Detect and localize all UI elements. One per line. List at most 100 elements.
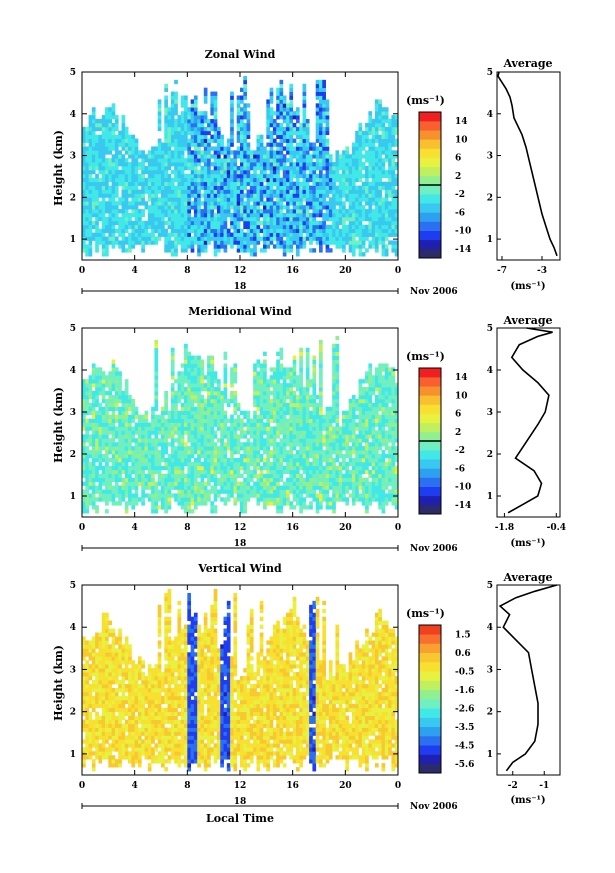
field-cell	[276, 134, 280, 139]
field-cell	[220, 201, 224, 206]
field-cell	[105, 434, 109, 439]
field-cell	[272, 383, 277, 388]
field-cell	[325, 213, 330, 218]
field-cell	[259, 134, 264, 139]
field-cell	[95, 189, 99, 194]
field-cell	[167, 465, 172, 471]
field-cell	[105, 375, 109, 380]
field-cell	[91, 119, 96, 124]
field-cell	[157, 162, 162, 167]
field-cell	[180, 224, 185, 230]
field-cell	[378, 166, 382, 171]
field-cell	[322, 87, 326, 92]
field-cell	[230, 461, 234, 467]
field-cell	[342, 209, 346, 214]
field-cell	[388, 228, 392, 233]
field-cell	[368, 220, 373, 226]
field-cell	[286, 166, 290, 171]
field-cell	[325, 216, 330, 222]
field-cell	[361, 213, 366, 218]
field-cell	[118, 454, 122, 459]
field-cell	[170, 454, 175, 459]
field-cell	[223, 154, 228, 159]
field-cell	[302, 177, 307, 183]
field-cell	[216, 134, 221, 139]
field-cell	[299, 209, 303, 214]
field-cell	[299, 244, 303, 249]
field-cell	[286, 406, 290, 412]
field-cell	[184, 430, 188, 435]
field-cell	[98, 414, 103, 419]
field-cell	[118, 387, 122, 392]
field-cell	[197, 177, 201, 183]
field-cell	[259, 477, 264, 482]
field-cell	[154, 481, 159, 486]
field-cell	[177, 205, 182, 210]
field-cell	[95, 379, 99, 384]
field-cell	[319, 87, 323, 92]
field-cell	[95, 228, 99, 233]
field-cell	[164, 489, 168, 494]
field-cell	[124, 426, 129, 431]
field-cell	[338, 189, 343, 194]
field-cell	[82, 402, 86, 408]
field-cell	[200, 379, 205, 384]
field-cell	[374, 216, 379, 222]
field-cell	[197, 371, 201, 376]
field-cell	[282, 434, 287, 439]
field-cell	[295, 248, 300, 253]
field-cell	[236, 220, 241, 226]
field-cell	[371, 134, 376, 139]
field-cell	[170, 485, 175, 490]
field-cell	[91, 402, 96, 408]
field-cell	[358, 216, 363, 222]
field-cell	[85, 193, 89, 198]
field-cell	[157, 228, 162, 233]
field-cell	[157, 216, 162, 222]
field-cell	[259, 414, 264, 419]
field-cell	[249, 162, 254, 167]
field-cell	[180, 363, 185, 368]
field-cell	[279, 501, 284, 506]
field-cell	[131, 166, 136, 171]
field-cell	[240, 177, 244, 183]
field-cell	[391, 240, 396, 245]
field-cell	[193, 406, 198, 412]
field-cell	[335, 158, 340, 163]
field-cell	[108, 240, 113, 245]
field-cell	[154, 461, 159, 467]
field-cell	[295, 150, 300, 155]
field-cell	[223, 422, 228, 427]
field-cell	[82, 481, 86, 486]
field-cell	[170, 181, 175, 186]
field-cell	[315, 240, 320, 245]
field-cell	[240, 418, 244, 423]
field-cell	[361, 146, 366, 151]
field-cell	[180, 142, 185, 147]
field-cell	[197, 228, 201, 233]
field-cell	[134, 454, 139, 459]
field-cell	[157, 505, 162, 510]
field-cell	[200, 493, 205, 498]
field-cell	[108, 189, 113, 194]
field-cell	[378, 154, 382, 159]
field-cell	[246, 244, 251, 249]
field-cell	[108, 422, 113, 427]
field-cell	[348, 205, 353, 210]
field-cell	[253, 457, 257, 463]
field-cell	[124, 216, 129, 222]
field-cell	[216, 391, 221, 396]
field-cell	[190, 398, 195, 404]
field-cell	[220, 394, 224, 400]
field-cell	[276, 103, 280, 108]
field-cell	[164, 236, 168, 241]
field-cell	[164, 398, 168, 404]
field-cell	[177, 126, 182, 132]
field-cell	[98, 177, 103, 183]
field-cell	[85, 477, 89, 482]
field-cell	[131, 201, 136, 206]
field-cell	[88, 213, 93, 218]
field-cell	[388, 146, 392, 151]
field-cell	[220, 177, 224, 183]
field-cell	[289, 438, 294, 443]
